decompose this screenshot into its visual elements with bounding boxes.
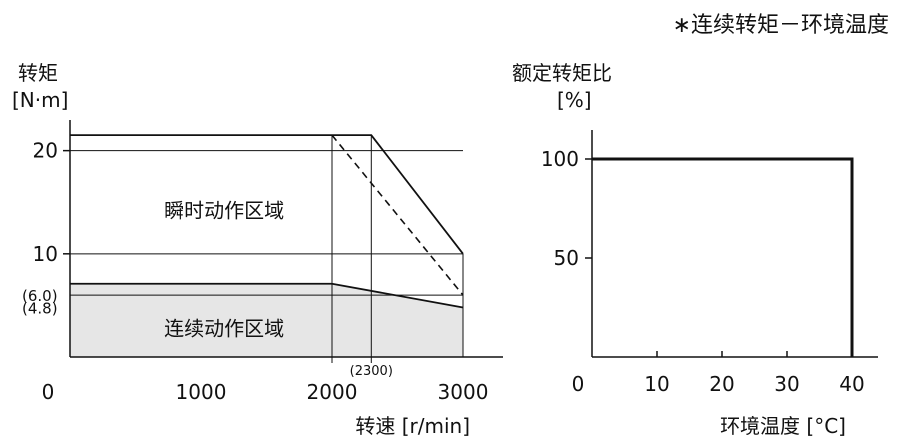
right-y-tick-label: 100 [541,147,579,171]
continuous-region-fill [70,283,463,357]
left-y-tick-label: 20 [33,139,58,163]
right-ylabel-line2: [%] [557,88,592,112]
right-x-tick-label: 0 [572,372,585,396]
left-y-tick-label: 10 [33,242,58,266]
right-y-tick-label: 50 [554,246,579,270]
dashed-line [331,134,464,296]
left-xlabel: 转速 [r/min] [355,414,470,438]
left-x-tick-label: 2000 [307,380,358,404]
right-x-tick-label: 10 [644,372,669,396]
right-x-tick-label: 20 [709,372,734,396]
right-xlabel: 环境温度 [°C] [720,414,846,438]
left-y-annotation-label: (4.8) [22,299,58,317]
right-x-tick-label: 40 [839,372,864,396]
speed-torque-chart: 转矩 [N·m] 转速 [r/min] 10 20 (6.0)(4.8) 0 1000 2… [12,61,503,438]
left-x-tick-label: 0 [42,380,55,404]
continuous-region-label: 连续动作区域 [164,316,284,340]
rated-torque-ratio-line [592,157,854,357]
right-ylabel-line1: 额定转矩比 [512,61,612,85]
left-y-annotation-label: (6.0) [22,287,58,305]
left-ylabel-line2: [N·m] [12,88,68,112]
left-ylabel-line1: 转矩 [18,61,58,85]
temperature-torque-ratio-chart: 额定转矩比 [%] 环境温度 [°C] 50 100 0 10 20 30 40 [512,61,878,438]
left-x-tick-label: 1000 [176,380,227,404]
left-x-tick-label: 3000 [438,380,489,404]
instantaneous-region-label: 瞬时动作区域 [164,199,284,223]
instantaneous-region-boundary [70,134,464,255]
continuous-region-boundary [70,282,464,309]
right-x-tick-label: 30 [774,372,799,396]
left-x-annotation-label: (2300) [350,364,393,379]
note-title: ∗连续转矩－环境温度 [673,13,889,38]
